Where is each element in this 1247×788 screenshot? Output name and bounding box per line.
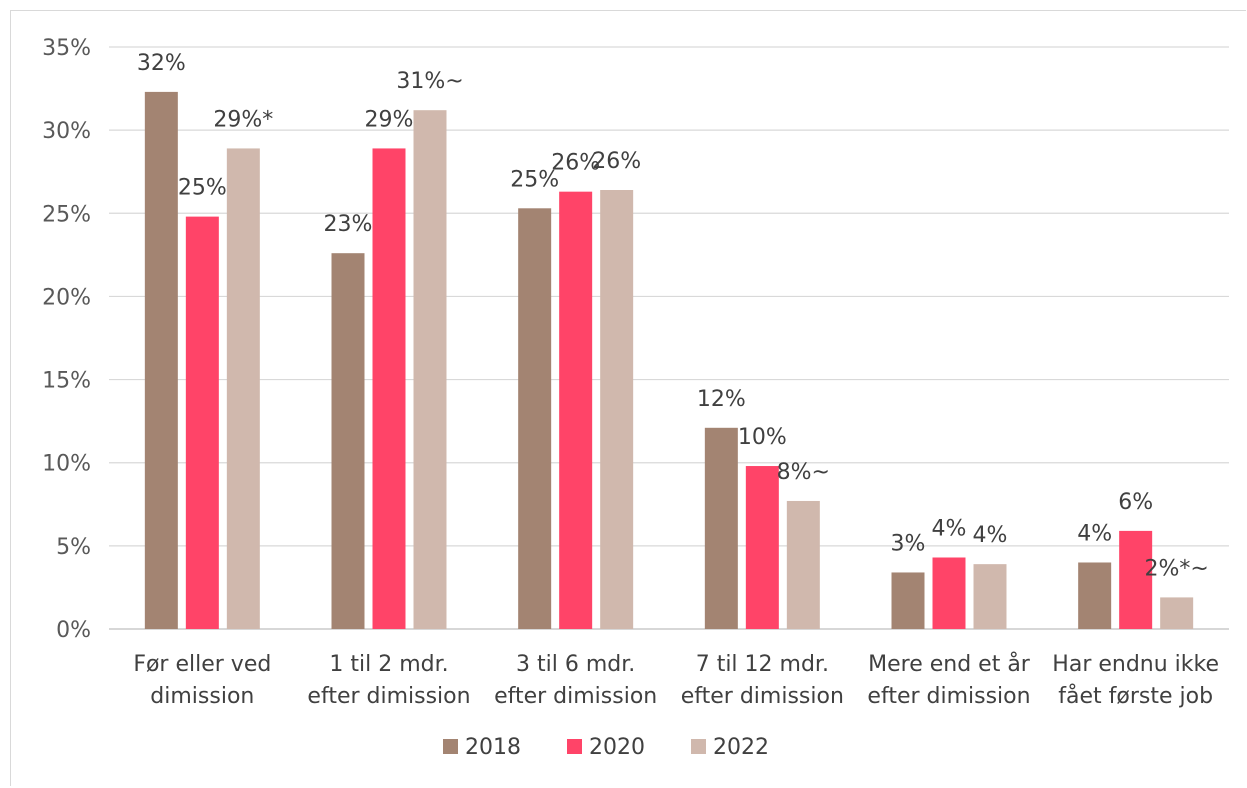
data-label-2018: 12% xyxy=(697,387,746,412)
data-label-2018: 3% xyxy=(891,531,926,556)
bar-2022 xyxy=(1160,597,1194,629)
y-tick-label: 30% xyxy=(42,119,91,144)
legend-swatch-2018 xyxy=(443,739,458,754)
chart-frame: 0% 5% 10% 15% 20% 25% 30% 35% 32% 25% 29%* 23% 29% 3… xyxy=(10,10,1246,786)
legend-label-2020: 2020 xyxy=(589,735,645,760)
data-label-2022: 4% xyxy=(973,523,1008,548)
bar-2022 xyxy=(973,564,1007,629)
bar-2020 xyxy=(185,216,219,629)
x-category-label: efter dimission xyxy=(494,684,657,709)
data-label-2018: 23% xyxy=(324,212,373,237)
data-label-2018: 32% xyxy=(137,51,186,76)
y-tick-label: 25% xyxy=(42,202,91,227)
x-category-label: Mere end et år xyxy=(868,651,1031,677)
x-category-label: 3 til 6 mdr. xyxy=(516,652,635,677)
bar-2018 xyxy=(891,572,925,629)
bar-2018 xyxy=(144,91,178,629)
x-category-label: 1 til 2 mdr. xyxy=(329,652,448,677)
data-label-2020: 10% xyxy=(738,425,787,450)
bar-2018 xyxy=(1078,562,1112,629)
x-category-label: efter dimission xyxy=(867,684,1030,709)
data-label-2022: 29%* xyxy=(213,107,273,132)
legend-label-2018: 2018 xyxy=(465,735,521,760)
data-label-2022: 26% xyxy=(592,149,641,174)
data-label-2018: 25% xyxy=(510,167,559,192)
y-tick-label: 0% xyxy=(56,618,91,643)
x-category-label: efter dimission xyxy=(307,684,470,709)
y-tick-label: 10% xyxy=(42,452,91,477)
bar-2020 xyxy=(745,466,779,629)
bar-2022 xyxy=(600,190,634,629)
data-labels: 32%25%29%*23%29%31%~25%26%26%12%10%8%~3%… xyxy=(137,51,1209,582)
bar-2018 xyxy=(704,427,738,629)
data-label-2022: 8%~ xyxy=(777,460,830,485)
bar-2020 xyxy=(1119,530,1153,629)
bar-2018 xyxy=(331,253,365,630)
y-axis-ticks: 0% 5% 10% 15% 20% 25% 30% 35% xyxy=(42,36,91,643)
bar-2020 xyxy=(372,148,406,630)
data-label-2018: 4% xyxy=(1077,521,1112,546)
data-label-2022: 2%*~ xyxy=(1144,556,1208,581)
x-category-label: 7 til 12 mdr. xyxy=(696,652,829,677)
data-label-2020: 29% xyxy=(365,107,414,132)
y-tick-label: 20% xyxy=(42,285,91,310)
y-tick-label: 35% xyxy=(42,36,91,61)
bar-2022 xyxy=(413,110,447,629)
bar-2022 xyxy=(226,148,260,630)
legend: 2018 2020 2022 xyxy=(443,735,769,760)
y-tick-label: 15% xyxy=(42,369,91,394)
bars xyxy=(144,91,1194,630)
y-tick-label: 5% xyxy=(56,535,91,560)
data-label-2020: 26% xyxy=(551,151,600,176)
bar-2020 xyxy=(932,557,966,629)
gridlines xyxy=(109,46,1229,630)
legend-swatch-2022 xyxy=(691,739,706,754)
x-category-label: fået første job xyxy=(1058,683,1213,709)
data-label-2020: 6% xyxy=(1118,490,1153,515)
x-category-label: Før eller ved xyxy=(133,652,271,677)
legend-label-2022: 2022 xyxy=(713,735,769,760)
x-category-label: Har endnu ikke xyxy=(1052,652,1219,677)
x-axis-categories: Før eller ved dimission 1 til 2 mdr. efter … xyxy=(133,651,1219,709)
bar-2018 xyxy=(518,208,552,629)
bar-chart: 0% 5% 10% 15% 20% 25% 30% 35% 32% 25% 29%* 23% 29% 3… xyxy=(42,36,1229,760)
x-category-label: efter dimission xyxy=(681,684,844,709)
x-category-label: dimission xyxy=(150,684,254,709)
bar-2020 xyxy=(559,191,593,629)
legend-swatch-2020 xyxy=(567,739,582,754)
data-label-2020: 4% xyxy=(932,516,967,541)
data-label-2022: 31%~ xyxy=(396,69,463,94)
data-label-2020: 25% xyxy=(178,176,227,201)
bar-2022 xyxy=(786,500,820,629)
